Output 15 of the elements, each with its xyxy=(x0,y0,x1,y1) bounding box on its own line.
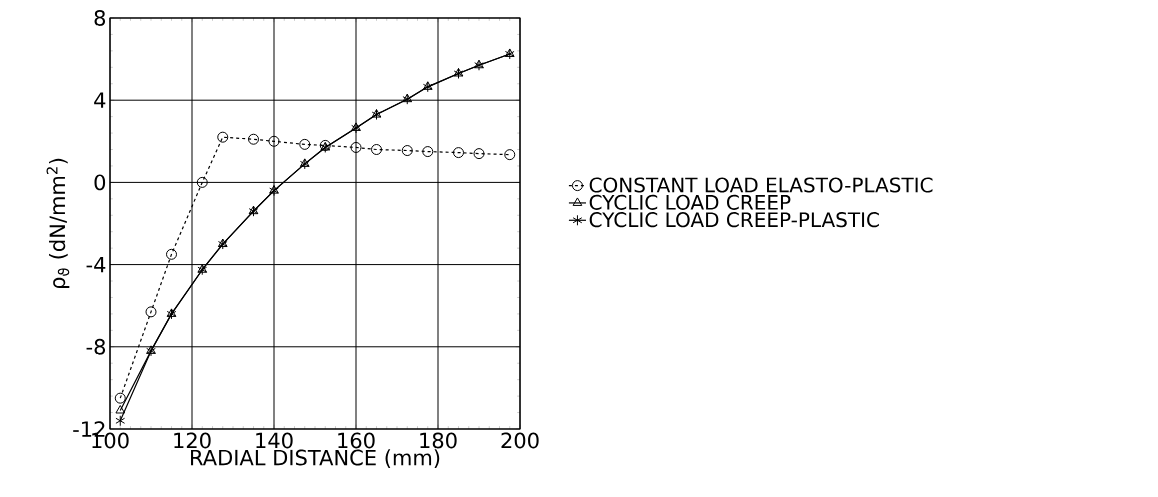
x-tick-label: 140 xyxy=(256,432,293,449)
y-axis-title: ρ$_{ϑ}$ (dN/mm$^{2}$) xyxy=(46,158,70,289)
x-tick-label: 180 xyxy=(420,432,457,449)
y-tick-label: 0 xyxy=(94,174,106,191)
y-tick-label: 8 xyxy=(94,10,106,26)
legend-label: CYCLIC LOAD CREEP-PLASTIC xyxy=(589,212,879,228)
x-tick-label: 120 xyxy=(174,432,211,449)
legend-label: CYCLIC LOAD CREEP xyxy=(589,194,791,210)
y-tick-label: -4 xyxy=(86,256,106,273)
y-tick-label: -8 xyxy=(86,338,106,355)
legend-label: CONSTANT LOAD ELASTO-PLASTIC xyxy=(589,177,933,193)
x-axis-title: RADIAL DISTANCE (mm) xyxy=(191,449,440,468)
x-tick-label: 160 xyxy=(338,432,375,449)
x-tick-label: 200 xyxy=(501,432,539,449)
y-tick-label: 4 xyxy=(94,92,106,108)
